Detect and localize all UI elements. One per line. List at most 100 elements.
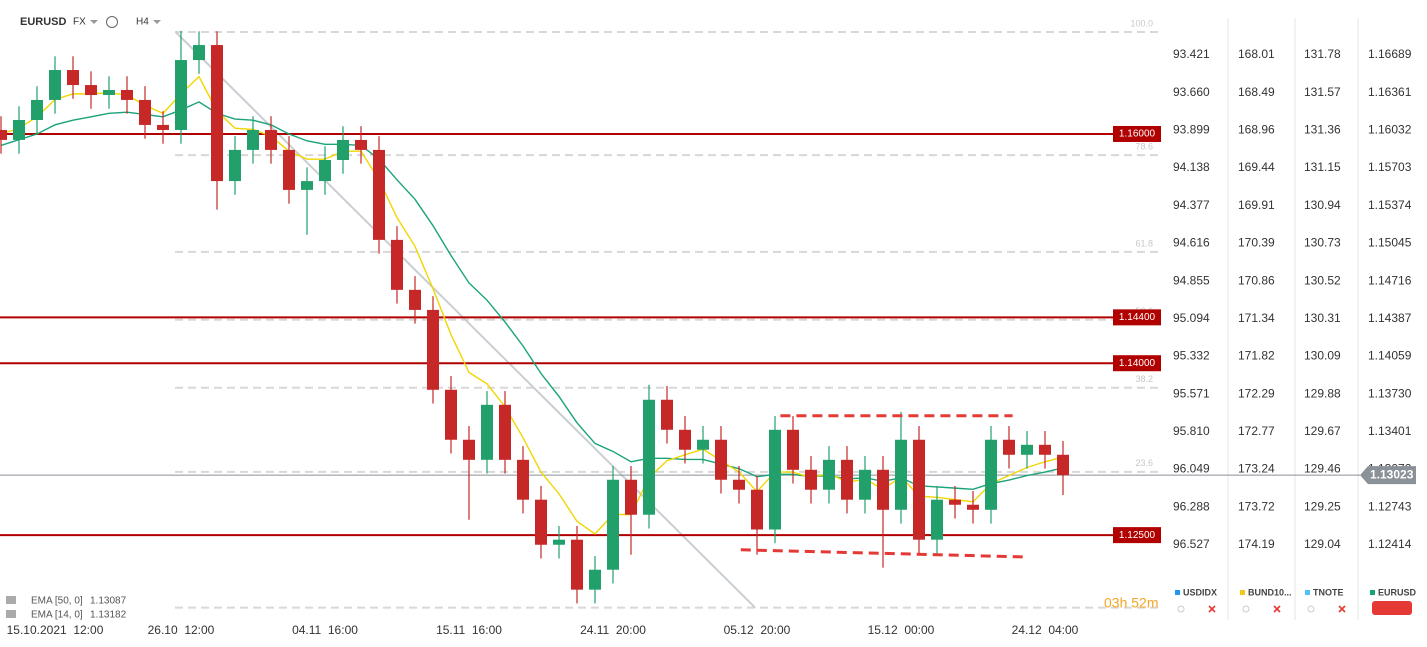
candle-body [13,120,25,140]
x-tick-label: 05.12 20:00 [724,623,791,637]
remove-icon[interactable] [1338,605,1346,613]
level-badge[interactable] [1113,125,1161,142]
fib-label: 100.0 [1130,18,1153,28]
side-tick-label: 95.810 [1173,424,1210,438]
candle-body [643,399,655,515]
side-tick-label: 130.09 [1304,349,1341,363]
side-tick-label: 129.04 [1304,537,1341,551]
side-tick-label: 168.49 [1238,85,1275,99]
side-tick-label: 93.421 [1173,47,1210,61]
candle-body [661,399,673,430]
x-tick-label: 26.10 12:00 [148,623,215,637]
plot-area: 100.078.661.850.038.223.6 [0,18,1360,609]
legend-icon[interactable] [6,610,16,618]
remove-icon[interactable] [1273,605,1281,613]
legend-swatch [1305,590,1310,595]
overlay: 1.16000 1.14400 1.14000 1.12500 [740,125,1161,559]
indicator-value: 1.13182 [90,610,127,621]
side-tick-label: 93.660 [1173,85,1210,99]
candle-body [373,149,385,240]
interval[interactable]: H4 [136,17,149,28]
candle-body [535,499,547,545]
candle-body [0,129,7,140]
side-tick-label: 173.24 [1238,462,1275,476]
current-price-label: 1.13023 [1370,467,1414,481]
x-tick-label: 15.10.2021 12:00 [7,623,104,637]
candle-body [319,160,331,182]
legend-swatch [1370,590,1375,595]
y-tick-label: 1.14387 [1368,311,1412,325]
side-tick-label: 172.29 [1238,386,1275,400]
legend-active[interactable] [1372,601,1412,615]
candle-body [949,499,961,505]
info-icon[interactable] [106,16,118,28]
level-label: 1.16000 [1119,129,1156,140]
side-tick-label: 93.899 [1173,122,1210,136]
y-tick-label: 1.13401 [1368,424,1412,438]
legend-name[interactable]: BUND10... [1248,587,1292,597]
timer: 03h 52m [1104,595,1158,611]
candle-body [787,429,799,470]
side-tick-label: 131.36 [1304,122,1341,136]
y-tick-label: 1.14716 [1368,273,1412,287]
candle-body [733,479,745,490]
side-tick-label: 129.46 [1304,462,1341,476]
side-tick-label: 95.332 [1173,349,1210,363]
y-tick-label: 1.14059 [1368,349,1412,363]
side-tick-label: 174.19 [1238,537,1275,551]
candle-body [967,504,979,510]
visibility-icon[interactable] [1177,605,1185,613]
side-tick-label: 131.57 [1304,85,1341,99]
remove-icon[interactable] [1208,605,1216,613]
candle-body [841,459,853,500]
candle-body [463,439,475,460]
legend-swatch [1175,590,1180,595]
side-tick-label: 129.25 [1304,499,1341,513]
side-tick-label: 168.96 [1238,122,1275,136]
side-tick-label: 130.31 [1304,311,1341,325]
legend-icon[interactable] [6,596,16,604]
market: FX [73,17,86,28]
candle-body [427,309,439,390]
side-tick-label: 169.91 [1238,198,1275,212]
candle-body [697,439,709,450]
candle-body [913,439,925,540]
side-tick-label: 95.094 [1173,311,1210,325]
side-tick-label: 96.527 [1173,537,1210,551]
dropdown-icon[interactable] [90,20,98,24]
candle-body [931,499,943,540]
visibility-icon[interactable] [1242,605,1250,613]
x-tick-label: 24.12 04:00 [1012,623,1079,637]
fib-label: 61.8 [1135,238,1153,248]
level-badge[interactable] [1113,309,1161,326]
side-tick-label: 170.39 [1238,236,1275,250]
legend-name[interactable]: EURUSD [1378,587,1417,597]
legend-name[interactable]: USDIDX [1183,587,1217,597]
y-tick-label: 1.12743 [1368,499,1412,513]
indicator-name: EMA [14, 0] [31,610,83,621]
level-badge[interactable] [1113,355,1161,372]
candle-body [31,99,43,121]
level-badge[interactable] [1113,527,1161,544]
side-tick-label: 130.73 [1304,236,1341,250]
candle-body [247,129,259,150]
candle-body [859,469,871,500]
x-tick-label: 04.11 16:00 [292,623,358,637]
side-tick-label: 169.44 [1238,160,1275,174]
legend-name[interactable]: TNOTE [1313,587,1344,597]
symbol[interactable]: EURUSD [20,16,67,28]
dropdown-icon[interactable] [153,20,161,24]
side-tick-label: 94.377 [1173,198,1210,212]
candle-body [877,469,889,510]
candle-body [1039,444,1051,455]
candle-body [67,70,79,86]
y-tick-label: 1.15374 [1368,198,1412,212]
candle-body [121,89,133,100]
y-tick-label: 1.16032 [1368,122,1412,136]
candle-body [229,149,241,182]
level-label: 1.14000 [1119,358,1156,369]
candle-body [139,99,151,125]
visibility-icon[interactable] [1307,605,1315,613]
